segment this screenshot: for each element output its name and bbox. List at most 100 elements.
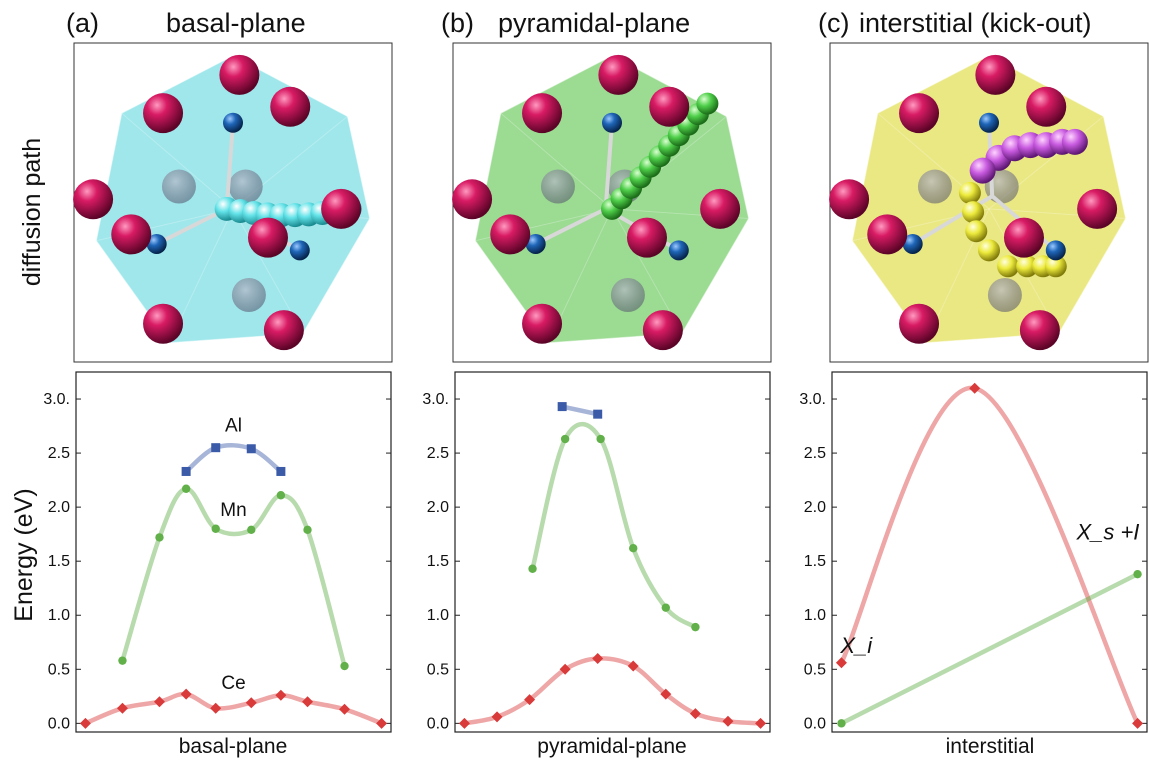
host-atom (1077, 188, 1118, 229)
y-tick-label: 0.0 (48, 715, 70, 732)
series-annotation: X_i (839, 633, 873, 658)
data-point (689, 708, 701, 720)
hidden-atom (610, 278, 645, 313)
solute-atom (289, 240, 310, 261)
y-tick-label: 2.0 (804, 499, 826, 516)
solute-atom (525, 233, 546, 254)
series-annotation: Ce (221, 673, 245, 694)
data-point (528, 564, 537, 573)
data-point (340, 661, 349, 671)
data-point (592, 652, 604, 664)
structure-image-b (452, 42, 772, 363)
data-point (118, 656, 127, 665)
data-point (627, 660, 639, 672)
data-point (181, 466, 191, 476)
series-annotation: Al (225, 415, 242, 436)
data-point (661, 603, 670, 612)
solute-atom (1045, 240, 1066, 261)
y-tick-label: 1.5 (48, 553, 70, 570)
data-point (593, 409, 603, 419)
host-atom (899, 93, 940, 134)
data-point (276, 466, 286, 476)
data-point (116, 702, 128, 714)
data-point (211, 524, 220, 533)
data-point (1133, 569, 1142, 579)
plot-frame (831, 371, 1148, 733)
host-atom (321, 188, 362, 229)
data-point (211, 443, 221, 453)
facet-edge (121, 112, 234, 210)
y-tick-label: 0.5 (48, 661, 70, 678)
solute-atom (668, 240, 689, 261)
structure-image-a (73, 42, 393, 363)
host-atom (247, 217, 288, 258)
y-tick-label: 0.0 (427, 715, 449, 732)
y-tick-label: 1.0 (427, 607, 449, 624)
x-axis-label-b: pyramidal-plane (537, 735, 686, 758)
host-atom (143, 93, 184, 134)
data-point (969, 382, 981, 394)
x-axis-label-a: basal-plane (179, 735, 288, 758)
data-point (276, 491, 286, 500)
host-atom (899, 303, 940, 344)
y-tick-label: 1.5 (804, 553, 826, 570)
panel-b: (b) pyramidal-plane 0.0 0.5 1.0 1.5 2.0 2.5 3.… (422, 8, 772, 758)
solute-atom (146, 233, 167, 254)
energy-chart-a: 0.0 0.5 1.0 1.5 2.0 2.5 3.0. Al Mn Ce (43, 371, 392, 733)
host-atom (263, 310, 304, 351)
y-tick-label: 3.0. (422, 391, 449, 408)
host-atom (270, 86, 311, 127)
structure-image-c (829, 42, 1149, 363)
data-point (246, 444, 256, 454)
plot-frame (75, 371, 392, 733)
facet-edge (500, 112, 613, 210)
data-point (835, 657, 847, 669)
host-atom (490, 214, 531, 255)
data-point (755, 717, 767, 729)
data-point (837, 719, 846, 728)
panel-c: (c) interstitial (kick-out) 0.0 0.5 1.0 1.5… (799, 8, 1149, 758)
bond (224, 122, 235, 210)
host-atom (598, 54, 639, 95)
data-point (247, 525, 256, 535)
hidden-atom (987, 278, 1022, 313)
data-point (557, 402, 567, 412)
path-atom (962, 201, 985, 224)
y-tick-label: 2.5 (804, 445, 826, 462)
data-point (155, 533, 164, 542)
energy-chart-c: 0.0 0.5 1.0 1.5 2.0 2.5 3.0. X_i X_s +I (799, 371, 1148, 733)
panel-a: (a) basal-plane 0.0 0.5 1.0 1.5 2.0 2.5 3.0. Al… (43, 8, 393, 758)
host-atom (522, 93, 563, 134)
series-annotation: X_s +I (1075, 520, 1139, 545)
bond (155, 207, 228, 246)
y-tick-label: 1.0 (48, 607, 70, 624)
series-line-mn (839, 571, 1140, 726)
data-point (1132, 717, 1144, 729)
y-tick-label: 1.5 (427, 553, 449, 570)
data-point (596, 434, 605, 444)
series-annotation: Mn (220, 500, 246, 521)
data-point (339, 703, 351, 715)
y-tick-label: 2.0 (48, 499, 70, 516)
host-atom (975, 54, 1016, 95)
data-point (181, 484, 191, 493)
plot-frame (454, 371, 771, 733)
data-point (376, 717, 388, 729)
path-atom (958, 181, 981, 204)
solute-atom (602, 112, 622, 133)
data-point (524, 694, 536, 706)
y-tick-label: 0.5 (427, 661, 449, 678)
host-atom (522, 303, 563, 344)
series-line-al (183, 443, 284, 474)
host-atom (73, 179, 114, 220)
y-tick-label: 0.5 (804, 661, 826, 678)
y-tick-label: 3.0. (43, 391, 70, 408)
kickout-path-atom (969, 157, 996, 184)
row-label-diffusion-path: diffusion path (18, 138, 46, 286)
y-axis-label: Energy (eV) (10, 488, 38, 621)
data-point (660, 688, 672, 700)
panel-c-letter: (c) (818, 8, 849, 38)
solute-atom (979, 112, 999, 133)
panel-c-title: interstitial (kick-out) (859, 8, 1092, 38)
